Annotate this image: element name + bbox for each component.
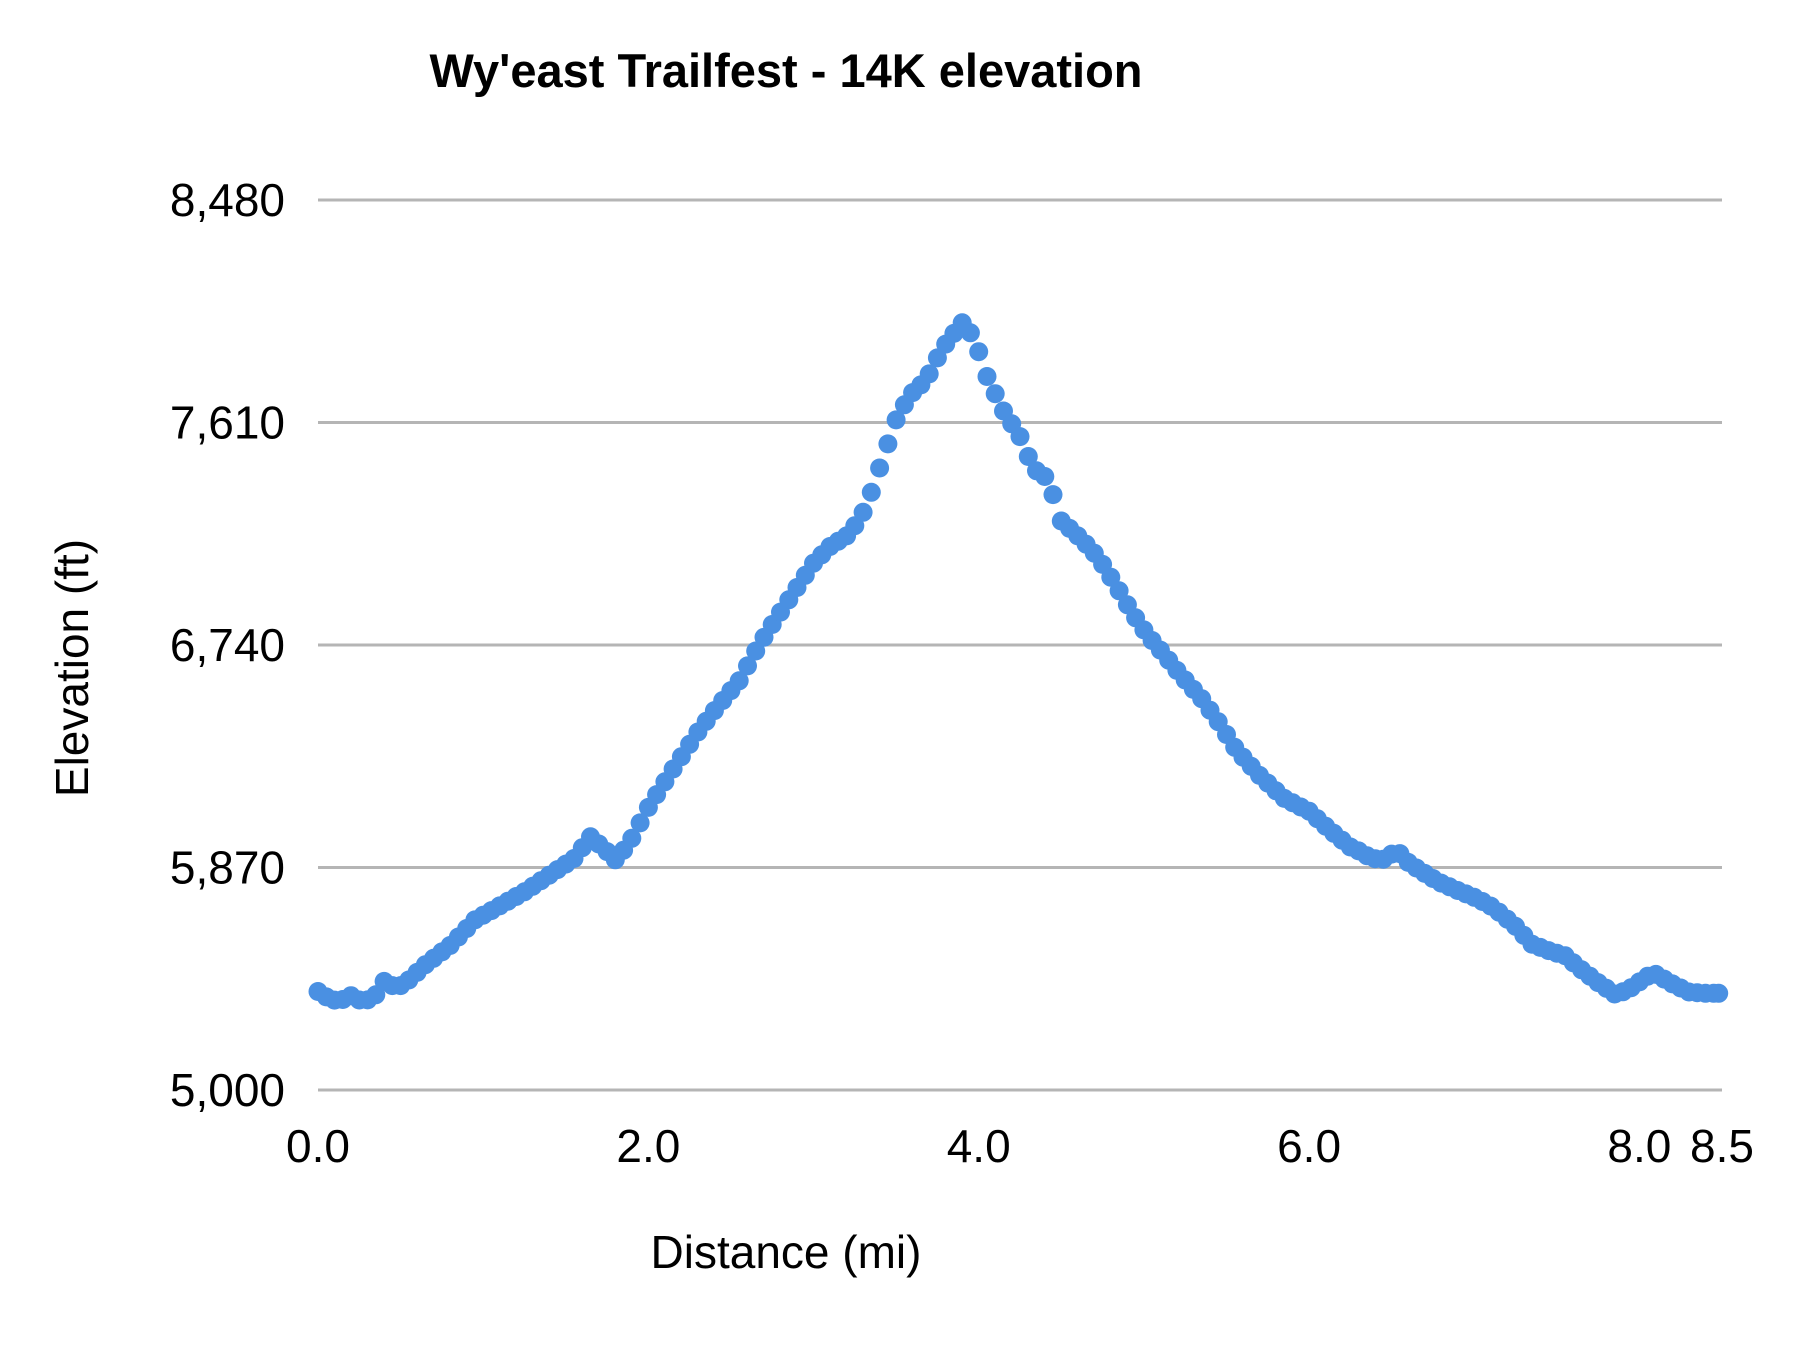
y-tick-label: 6,740	[170, 619, 285, 671]
elevation-data-point	[746, 641, 766, 661]
elevation-data-point	[622, 828, 642, 848]
y-axis-title: Elevation (ft)	[46, 539, 98, 797]
y-axis-tick-labels: 5,000 5,870 6,740 7,610 8,480	[170, 174, 285, 1116]
y-tick-label: 5,870	[170, 842, 285, 894]
x-tick-label: 8.0	[1607, 1120, 1671, 1172]
elevation-series	[308, 313, 1729, 1010]
x-axis-title: Distance (mi)	[651, 1226, 922, 1278]
elevation-data-point	[977, 367, 997, 386]
elevation-data-point	[969, 342, 989, 362]
elevation-data-point	[878, 434, 898, 454]
x-tick-label: 2.0	[616, 1120, 680, 1172]
chart-title: Wy'east Trailfest - 14K elevation	[430, 44, 1143, 97]
elevation-data-point	[1109, 581, 1129, 601]
x-tick-label: 4.0	[947, 1120, 1011, 1172]
elevation-data-point	[1043, 485, 1063, 505]
elevation-data-point	[960, 323, 980, 343]
y-tick-label: 5,000	[170, 1064, 285, 1116]
elevation-data-point	[853, 502, 873, 522]
elevation-data-point	[861, 482, 881, 502]
elevation-data-point	[738, 656, 757, 676]
elevation-data-point	[630, 813, 650, 833]
x-tick-label: 6.0	[1277, 1120, 1341, 1172]
elevation-data-point	[927, 348, 947, 368]
elevation-data-point	[886, 410, 906, 430]
x-tick-label: 0.0	[286, 1120, 350, 1172]
gridlines	[318, 198, 1722, 1092]
elevation-data-point	[1709, 983, 1729, 1003]
elevation-data-point	[919, 364, 939, 384]
y-tick-label: 7,610	[170, 397, 285, 449]
elevation-data-point	[729, 671, 749, 691]
y-tick-label: 8,480	[170, 174, 285, 226]
elevation-data-point	[1035, 467, 1055, 486]
elevation-data-point	[1018, 447, 1038, 466]
elevation-data-point	[870, 458, 890, 478]
elevation-data-point	[1010, 427, 1030, 447]
x-axis-tick-labels: 0.0 2.0 4.0 6.0 8.0 8.5	[286, 1120, 1754, 1172]
elevation-data-point	[1101, 567, 1121, 587]
elevation-data-point	[985, 384, 1005, 404]
x-tick-label: 8.5	[1690, 1120, 1754, 1172]
